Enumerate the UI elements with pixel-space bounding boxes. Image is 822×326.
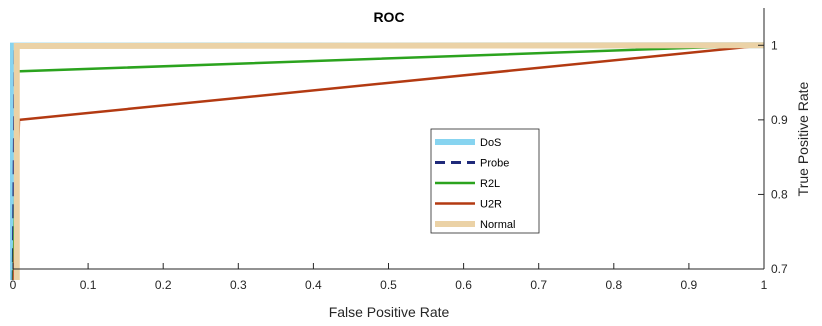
legend: DoS Probe R2L U2R Normal	[430, 128, 540, 234]
x-tick-label: 0.5	[380, 278, 397, 292]
x-tick-label: 0.6	[455, 278, 472, 292]
series-line-normal	[13, 42, 765, 280]
y-tick-label: 0.9	[771, 113, 788, 127]
y-tick-label: 0.7	[771, 262, 788, 276]
y-axis-title: True Positive Rate	[795, 81, 811, 196]
legend-label-r2l: R2L	[480, 178, 500, 190]
x-tick-label: 0.8	[605, 278, 622, 292]
x-tick-label: 0.7	[530, 278, 547, 292]
y-tick-label: 0.8	[771, 187, 788, 201]
x-tick-label: 0.4	[305, 278, 322, 292]
x-axis-ticks: 0 0.1 0.2 0.3 0.4 0.5 0.6 0.7 0.8 0.9 1	[10, 263, 768, 292]
series-layer	[10, 42, 765, 280]
chart-title: ROC	[373, 9, 404, 25]
legend-box	[430, 128, 540, 234]
x-tick-label: 1	[761, 278, 768, 292]
x-tick-label: 0.9	[681, 278, 698, 292]
y-tick-label: 1	[771, 38, 778, 52]
legend-label-dos: DoS	[480, 137, 501, 149]
legend-label-normal: Normal	[480, 219, 515, 231]
x-tick-label: 0.1	[80, 278, 97, 292]
legend-label-probe: Probe	[480, 158, 509, 170]
legend-label-u2r: U2R	[480, 199, 502, 211]
x-tick-label: 0.3	[230, 278, 247, 292]
x-axis-title: False Positive Rate	[329, 304, 450, 320]
y-axis-ticks: 0.7 0.8 0.9 1	[758, 38, 788, 276]
x-tick-label: 0	[10, 278, 17, 292]
x-tick-label: 0.2	[155, 278, 172, 292]
